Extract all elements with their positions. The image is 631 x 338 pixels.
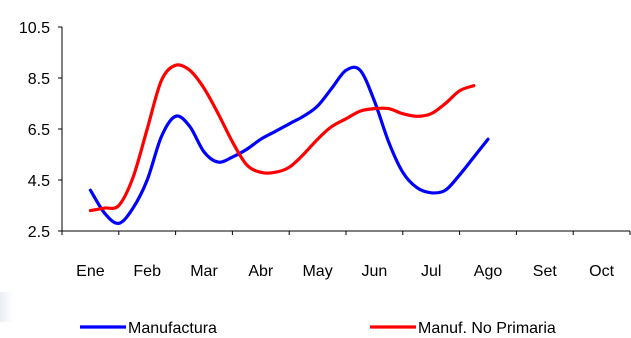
x-tick-label: Feb — [133, 263, 161, 280]
legend-label-manufactura: Manufactura — [128, 320, 217, 337]
left-edge-decoration — [0, 292, 14, 322]
x-tick-label: Oct — [589, 263, 614, 280]
y-tick-label: 2.5 — [28, 224, 50, 241]
legend-label-manuf-no-primaria: Manuf. No Primaria — [418, 320, 556, 337]
x-tick-label: Mar — [190, 263, 218, 280]
x-tick-label: Ago — [474, 263, 503, 280]
y-tick-label: 10.5 — [19, 20, 50, 37]
x-tick-label: Jul — [421, 263, 441, 280]
x-tick-label: Ene — [76, 263, 105, 280]
y-tick-label: 8.5 — [28, 71, 50, 88]
x-tick-label: Abr — [248, 263, 274, 280]
y-tick-label: 4.5 — [28, 173, 50, 190]
x-tick-label: May — [302, 263, 332, 280]
series-line-manufactura — [88, 65, 490, 225]
series-line-manuf-no-primaria — [88, 63, 476, 213]
x-tick-label: Jun — [362, 263, 388, 280]
x-tick-label: Set — [533, 263, 558, 280]
y-tick-label: 6.5 — [28, 122, 50, 139]
